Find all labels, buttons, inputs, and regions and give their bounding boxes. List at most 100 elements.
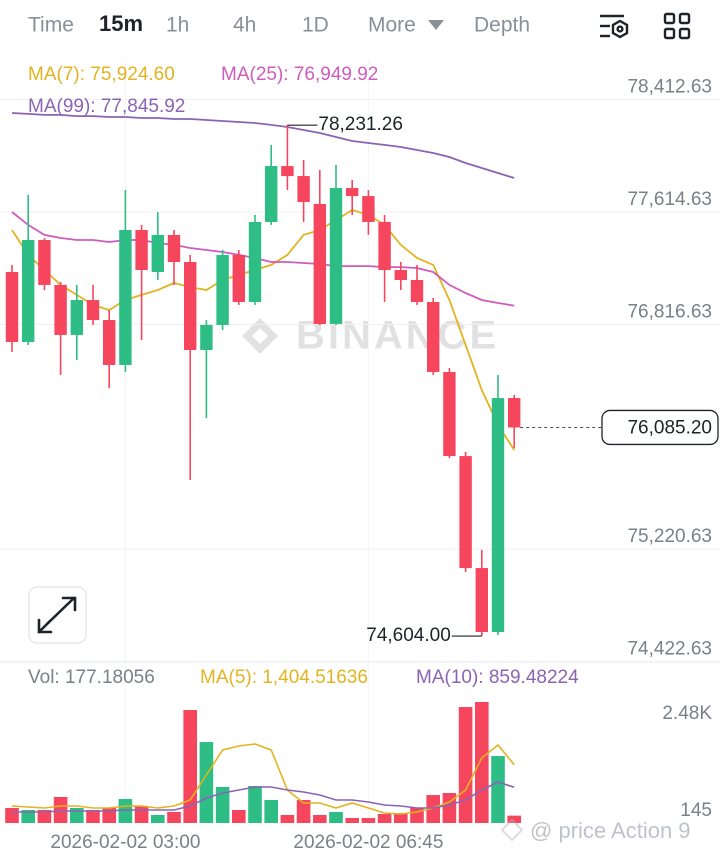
candle-body bbox=[491, 398, 505, 632]
volume-bar bbox=[151, 814, 165, 823]
volume-bar bbox=[5, 808, 19, 823]
candle-body bbox=[119, 230, 132, 365]
vol-ma-line bbox=[12, 781, 515, 813]
volume-bar bbox=[475, 701, 489, 823]
volume-bar bbox=[232, 810, 246, 823]
vol-legend: Vol: 177.18056 bbox=[28, 667, 155, 688]
volume-bar bbox=[491, 756, 505, 823]
y-tick-label: 76,816.63 bbox=[627, 301, 712, 322]
candle-body bbox=[394, 270, 407, 281]
tab[interactable]: More bbox=[368, 14, 416, 37]
candles bbox=[5, 125, 521, 637]
settings-icon[interactable] bbox=[600, 14, 629, 39]
volume-bar bbox=[86, 810, 100, 823]
candle-body bbox=[281, 166, 294, 177]
overlay-text: @ price Action 9 bbox=[530, 818, 691, 843]
candle-body bbox=[86, 300, 100, 321]
volume-bar bbox=[394, 812, 408, 823]
volume-bar bbox=[264, 799, 278, 823]
candle-body bbox=[135, 230, 148, 271]
vol-tick-label: 2.48K bbox=[662, 703, 712, 724]
watermark-text: BINANCE bbox=[296, 314, 499, 358]
last-price-label: 76,085.20 bbox=[627, 417, 712, 438]
timeframe-tabs: Time 15m 1h 4h 1D More Depth bbox=[28, 11, 530, 37]
candle-body bbox=[151, 234, 164, 272]
candle-body bbox=[362, 196, 375, 222]
y-tick-label: 74,422.63 bbox=[627, 639, 712, 660]
volume-bar bbox=[280, 814, 295, 823]
moving-averages bbox=[11, 112, 515, 451]
volume-bar bbox=[21, 810, 35, 823]
candle-body bbox=[459, 456, 472, 569]
volume-bar bbox=[296, 799, 311, 823]
candle-body bbox=[475, 568, 488, 632]
volume-bar bbox=[313, 814, 327, 823]
y-tick-label: 78,412.63 bbox=[627, 77, 712, 98]
candle-body bbox=[443, 371, 456, 457]
candle-body bbox=[297, 176, 310, 202]
candle-body bbox=[329, 188, 343, 324]
y-tick-label: 77,614.63 bbox=[627, 189, 712, 210]
y-tick-label: 75,220.63 bbox=[627, 526, 712, 547]
volume-bar bbox=[167, 811, 181, 823]
candle-body bbox=[216, 254, 229, 325]
candle-body bbox=[167, 234, 181, 262]
tab-active[interactable]: 15m bbox=[99, 11, 143, 36]
candle-body bbox=[248, 221, 262, 302]
tab[interactable]: Time bbox=[28, 14, 74, 37]
tab[interactable]: Depth bbox=[474, 14, 530, 37]
dropdown-arrow[interactable] bbox=[428, 20, 444, 30]
volume-bar bbox=[458, 707, 473, 823]
volume-bar bbox=[199, 742, 214, 823]
candle-body bbox=[38, 240, 51, 285]
high-label: 78,231.26 bbox=[318, 114, 403, 135]
candle-body bbox=[22, 240, 35, 342]
watermark: BINANCE bbox=[242, 314, 499, 358]
volume-bar bbox=[377, 813, 392, 823]
legend-entry: MA(7): 75,924.60 bbox=[28, 64, 175, 85]
candle-body bbox=[70, 300, 83, 335]
candle-body bbox=[184, 261, 197, 351]
candle-body bbox=[265, 166, 278, 222]
labels: 78,412.63 77,614.63 76,816.63 75,220.63 74,4… bbox=[28, 64, 719, 853]
volume-bar bbox=[53, 797, 68, 823]
candle-body bbox=[427, 301, 440, 372]
candle-body bbox=[378, 221, 391, 271]
layout-icon[interactable] bbox=[663, 12, 691, 40]
tab[interactable]: 1D bbox=[302, 14, 329, 37]
legend-entry: MA(25): 76,949.92 bbox=[221, 64, 378, 85]
x-tick-label: 2026-02-02 06:45 bbox=[293, 832, 443, 853]
overlay-logo bbox=[500, 818, 524, 842]
legend-entry: MA(99): 77,845.92 bbox=[28, 96, 185, 117]
volume-bar bbox=[361, 818, 376, 823]
volume-bar bbox=[134, 806, 149, 823]
candle-body bbox=[103, 320, 116, 365]
low-label: 74,604.00 bbox=[366, 625, 451, 646]
volume-bar bbox=[215, 786, 230, 823]
volume-bar bbox=[37, 810, 52, 823]
volume-bar bbox=[426, 795, 440, 823]
candle-body bbox=[232, 254, 245, 302]
tab[interactable]: 1h bbox=[166, 14, 189, 37]
volume-bar bbox=[345, 818, 359, 823]
vol-legend-entry: MA(10): 859.48224 bbox=[416, 667, 579, 688]
candle-body bbox=[410, 280, 424, 302]
x-tick-label: 2026-02-02 03:00 bbox=[50, 832, 200, 853]
candle-body bbox=[54, 284, 67, 335]
candle-body bbox=[200, 324, 213, 351]
expand-button[interactable] bbox=[28, 586, 87, 644]
volume-bar bbox=[507, 815, 521, 823]
volume-bar bbox=[118, 798, 133, 823]
tab[interactable]: 4h bbox=[233, 14, 256, 37]
volume-bar bbox=[248, 786, 262, 823]
candle-body bbox=[508, 398, 521, 428]
vol-tick-label: 145 bbox=[680, 800, 712, 821]
candle-body bbox=[313, 203, 326, 324]
vol-legend-entry: MA(5): 1,404.51636 bbox=[200, 667, 368, 688]
volume-bar bbox=[442, 793, 457, 823]
last-price-box bbox=[601, 409, 719, 446]
volume-bar bbox=[329, 811, 343, 823]
ma-line bbox=[11, 112, 515, 179]
volume-panel: 2.48K 145 Vol: 177.18056 MA(5): 1,404.51636… bbox=[5, 667, 712, 823]
